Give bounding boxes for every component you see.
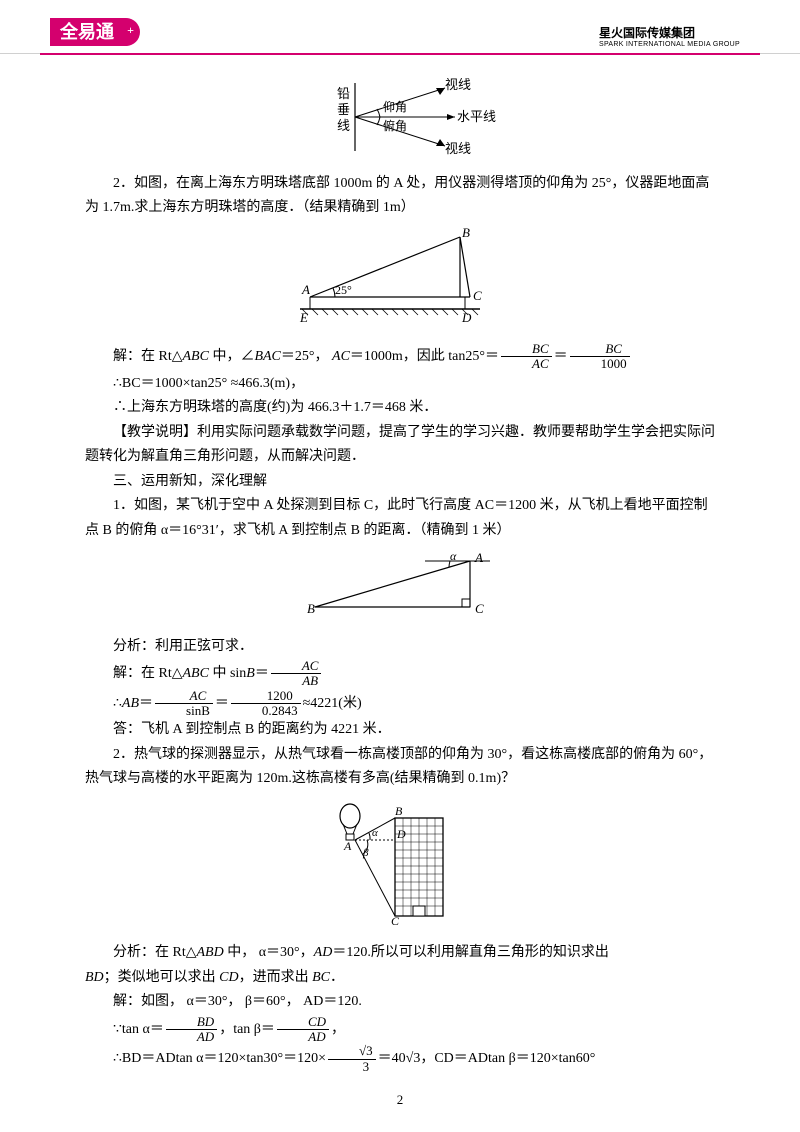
svg-text:视线: 视线 (445, 78, 471, 92)
solution-4-line2: ∵tan α＝BDAD，tan β＝CDAD， (85, 1015, 715, 1045)
solution-2-line3: ∴上海东方明珠塔的高度(约)为 466.3＋1.7＝468 米． (85, 396, 715, 421)
diagram-balloon-building: B A D C α β (85, 798, 715, 936)
svg-text:C: C (391, 914, 400, 926)
analysis-4b: BD；类似地可以求出 CD，进而求出 BC． (85, 966, 715, 991)
header-rule (0, 53, 800, 55)
svg-text:C: C (473, 288, 482, 303)
svg-text:β: β (362, 847, 369, 859)
svg-text:D: D (396, 827, 406, 841)
svg-text:α: α (450, 549, 457, 563)
problem-3-1-text: 1．如图，某飞机于空中 A 处探测到目标 C，此时飞行高度 AC＝1200 米，… (85, 494, 715, 543)
company-sub: SPARK INTERNATIONAL MEDIA GROUP (599, 41, 740, 48)
solution-2-line2: ∴BC＝1000×tan25° ≈466.3(m)， (85, 372, 715, 397)
teaching-note-2: 【教学说明】利用实际问题承载数学问题，提高了学生的学习兴趣．教师要帮助学生学会把… (85, 421, 715, 470)
svg-text:线: 线 (337, 118, 350, 133)
logo-tab: 全易通 (50, 18, 140, 46)
diagram-sightline: 铅 垂 线 视线 仰角 俯角 水平线 视线 (85, 78, 715, 166)
svg-text:25°: 25° (335, 283, 352, 297)
svg-text:C: C (475, 601, 484, 616)
page-header: 全易通 星火国际传媒集团 SPARK INTERNATIONAL MEDIA G… (0, 0, 800, 54)
diagram-airplane: A B C α (85, 549, 715, 629)
svg-text:水平线: 水平线 (457, 109, 496, 124)
svg-text:俯角: 俯角 (383, 118, 407, 133)
svg-text:垂: 垂 (337, 102, 350, 117)
svg-text:A: A (474, 550, 483, 565)
solution-4-line3: ∴BD＝ADtan α＝120×tan30°＝120×√33＝40√3，CD＝A… (85, 1044, 715, 1074)
svg-text:铅: 铅 (337, 86, 350, 101)
svg-text:B: B (462, 227, 470, 240)
header-publisher: 星火国际传媒集团 SPARK INTERNATIONAL MEDIA GROUP (599, 24, 740, 48)
svg-text:仰角: 仰角 (383, 99, 407, 114)
svg-text:E: E (299, 310, 308, 325)
solution-3-line2: ∴AB＝ACsinB＝12000.2843≈4221(米) (85, 689, 715, 719)
problem-2-text: 2．如图，在离上海东方明珠塔底部 1000m 的 A 处，用仪器测得塔顶的仰角为… (85, 172, 715, 221)
svg-text:A: A (343, 839, 352, 853)
solution-3-line1: 解：在 Rt△ABC 中 sinB＝ACAB (85, 659, 715, 689)
section-3-title: 三、运用新知，深化理解 (85, 470, 715, 495)
answer-3: 答：飞机 A 到控制点 B 的距离约为 4221 米． (85, 718, 715, 743)
solution-2-line1: 解：在 Rt△ABC 中，∠BAC＝25°， AC＝1000m，因此 tan25… (85, 342, 715, 372)
analysis-4: 分析：在 Rt△ABD 中， α＝30°，AD＝120.所以可以利用解直角三角形… (85, 941, 715, 966)
solution-4-line1: 解：如图， α＝30°， β＝60°， AD＝120. (85, 990, 715, 1015)
svg-text:D: D (461, 310, 472, 325)
svg-text:B: B (395, 804, 403, 818)
page-content: 铅 垂 线 视线 仰角 俯角 水平线 视线 2．如图，在离上海东方明珠塔底部 1… (0, 54, 800, 1074)
svg-text:A: A (301, 282, 310, 297)
svg-text:视线: 视线 (445, 141, 471, 156)
analysis-3: 分析：利用正弦可求． (85, 635, 715, 660)
page-number: 2 (0, 1092, 800, 1108)
svg-text:α: α (372, 827, 378, 839)
svg-text:B: B (307, 601, 315, 616)
problem-3-2-text: 2．热气球的探测器显示，从热气球看一栋高楼顶部的仰角为 30°，看这栋高楼底部的… (85, 743, 715, 792)
company-name: 星火国际传媒集团 (599, 26, 695, 40)
diagram-pearl-tower: A B C D E 25° (85, 227, 715, 337)
